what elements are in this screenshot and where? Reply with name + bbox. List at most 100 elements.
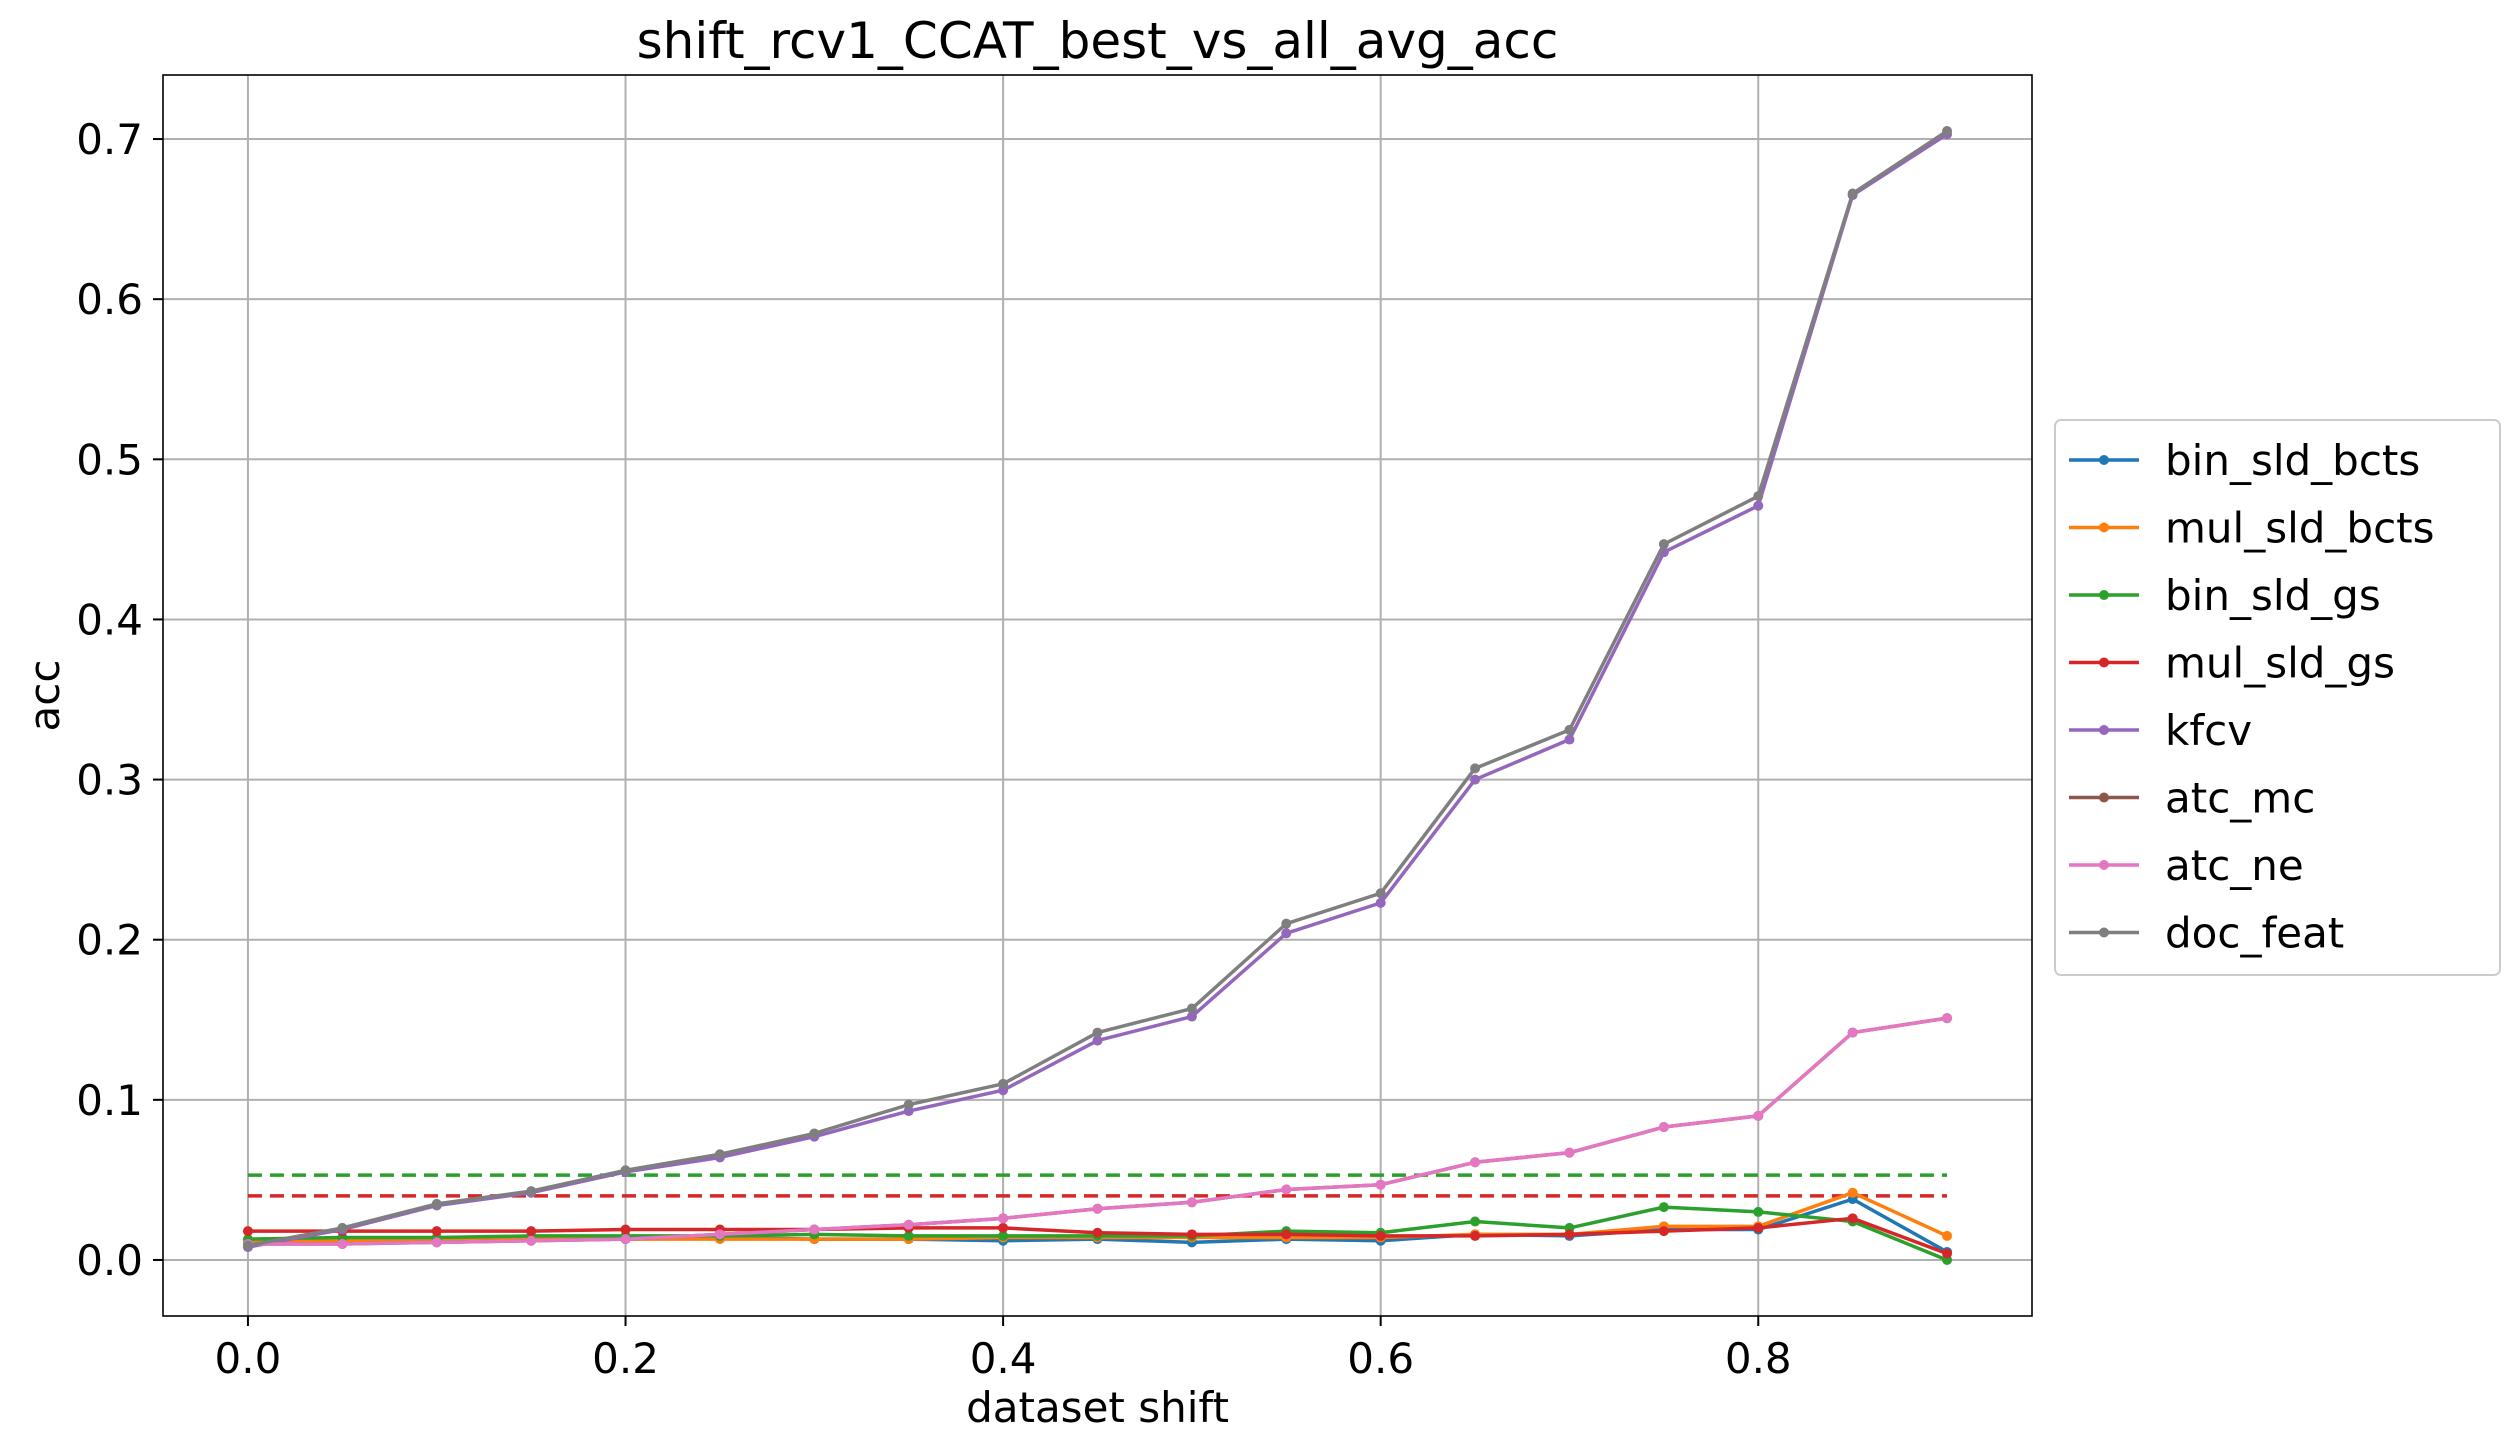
legend-item: doc_feat <box>2069 909 2344 958</box>
plot-area-frame <box>162 74 2033 1317</box>
data-point <box>242 1226 253 1237</box>
data-point <box>1281 928 1292 939</box>
data-point <box>1658 539 1669 550</box>
x-tick-label: 0.0 <box>215 1334 282 1383</box>
data-point <box>1281 1229 1292 1240</box>
legend-label: mul_sld_gs <box>2165 639 2395 688</box>
data-point <box>1470 1216 1481 1227</box>
data-point <box>1470 774 1481 785</box>
data-point <box>620 1165 631 1176</box>
y-tick-label: 0.2 <box>76 916 143 965</box>
legend-box <box>2054 419 2501 976</box>
legend-swatch-marker <box>2099 657 2109 668</box>
data-point <box>1375 1230 1386 1241</box>
legend: bin_sld_bcts mul_sld_bcts bin_sld_gs mul_sl… <box>2054 419 2501 976</box>
legend-item: mul_sld_bcts <box>2069 504 2435 553</box>
data-point <box>1470 763 1481 774</box>
data-point <box>1753 491 1764 502</box>
data-point <box>1564 734 1575 745</box>
data-point <box>1753 1222 1764 1233</box>
data-point <box>1847 1027 1858 1038</box>
data-point <box>1942 1013 1953 1024</box>
legend-item: mul_sld_gs <box>2069 639 2395 688</box>
data-point <box>431 1198 442 1209</box>
data-point <box>431 1237 442 1248</box>
data-point <box>998 1222 1009 1233</box>
legend-label: atc_ne <box>2165 841 2304 890</box>
series-line <box>247 132 1948 1249</box>
data-point <box>1847 1187 1858 1198</box>
y-tick-label: 0.6 <box>76 275 143 324</box>
data-point <box>1564 1229 1575 1240</box>
data-point <box>1847 188 1858 199</box>
legend-swatch-marker <box>2099 860 2109 870</box>
reference-lines <box>247 1173 1948 1198</box>
data-point <box>998 1230 1009 1241</box>
data-point <box>1753 500 1764 511</box>
data-point <box>1092 1227 1103 1238</box>
legend-item: bin_sld_bcts <box>2069 436 2420 485</box>
data-point <box>1186 1197 1197 1208</box>
data-point <box>526 1226 537 1237</box>
data-point <box>337 1238 348 1249</box>
data-point <box>903 1099 914 1110</box>
data-point <box>1092 1035 1103 1046</box>
x-tick-label: 0.4 <box>970 1334 1037 1383</box>
data-point <box>1186 1011 1197 1022</box>
legend-label: bin_sld_bcts <box>2165 436 2420 485</box>
data-point <box>714 1229 725 1240</box>
data-point <box>809 1224 820 1235</box>
y-tick-label: 0.1 <box>76 1076 143 1125</box>
legend-item: atc_ne <box>2069 841 2304 890</box>
legend-label: kfcv <box>2165 706 2252 755</box>
series-lines <box>242 126 1953 1265</box>
data-point <box>620 1234 631 1245</box>
legend-label: mul_sld_bcts <box>2165 504 2435 553</box>
data-point <box>526 1235 537 1246</box>
data-point <box>809 1128 820 1139</box>
series-kfcv <box>242 129 1953 1253</box>
data-point <box>1942 1230 1953 1241</box>
legend-swatch-marker <box>2099 927 2109 938</box>
data-point <box>1375 897 1386 908</box>
legend-swatch-marker <box>2099 725 2109 735</box>
data-point <box>1658 1202 1669 1213</box>
legend-item: bin_sld_gs <box>2069 571 2381 620</box>
axis-ticks: 0.0 0.2 0.4 0.6 0.8 0.0 0.1 0.2 0.3 0.4 0.5 0.6 0.7 <box>76 115 1791 1383</box>
x-axis-label: dataset shift <box>966 1383 1229 1432</box>
legend-swatch-marker <box>2099 792 2109 803</box>
data-point <box>1564 724 1575 735</box>
legend-swatch-marker <box>2099 522 2109 533</box>
data-point <box>1092 1203 1103 1214</box>
data-point <box>1375 888 1386 899</box>
y-tick-label: 0.3 <box>76 756 143 805</box>
data-point <box>1281 918 1292 929</box>
legend-swatch-marker <box>2099 455 2109 465</box>
data-point <box>1470 1230 1481 1241</box>
x-tick-label: 0.2 <box>592 1334 659 1383</box>
data-point <box>903 1219 914 1230</box>
data-point <box>1092 1027 1103 1038</box>
data-point <box>1186 1003 1197 1014</box>
legend-label: doc_feat <box>2165 909 2344 958</box>
data-point <box>1186 1229 1197 1240</box>
data-point <box>998 1078 1009 1089</box>
data-point <box>1470 1157 1481 1168</box>
data-point <box>526 1186 537 1197</box>
y-tick-label: 0.5 <box>76 435 143 484</box>
data-point <box>1942 1248 1953 1259</box>
data-point <box>337 1222 348 1233</box>
legend-item: kfcv <box>2069 706 2252 755</box>
data-point <box>1658 1122 1669 1133</box>
y-tick-label: 0.4 <box>76 595 143 644</box>
y-tick-label: 0.0 <box>76 1236 143 1285</box>
x-tick-label: 0.8 <box>1725 1334 1792 1383</box>
data-point <box>242 1240 253 1251</box>
chart-title: shift_rcv1_CCAT_best_vs_all_avg_acc <box>637 12 1559 70</box>
data-point <box>1281 1184 1292 1195</box>
legend-label: bin_sld_gs <box>2165 571 2381 620</box>
x-tick-label: 0.6 <box>1347 1334 1414 1383</box>
data-point <box>903 1230 914 1241</box>
data-point <box>998 1213 1009 1224</box>
